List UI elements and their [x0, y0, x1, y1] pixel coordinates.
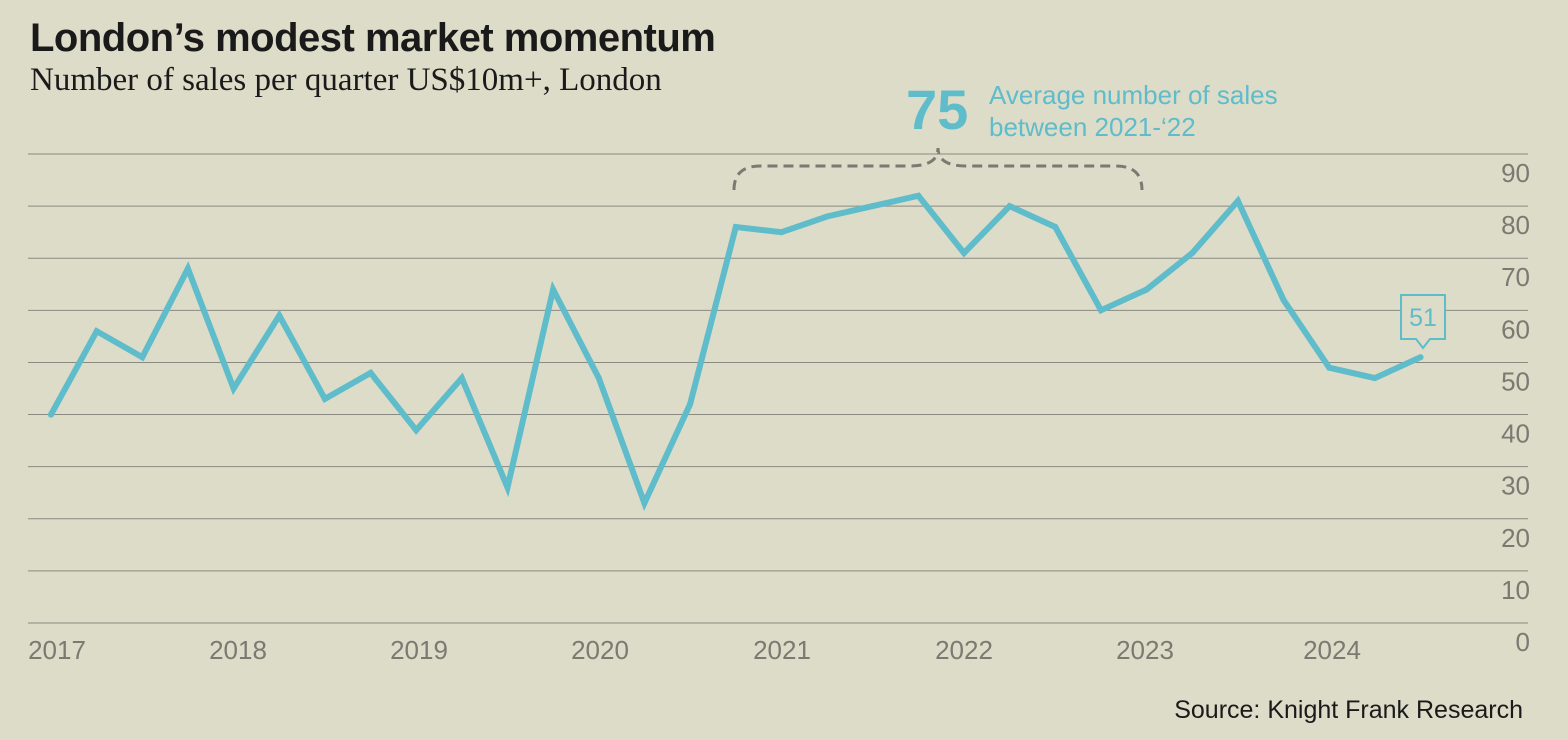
data-point: [550, 286, 557, 293]
data-point: [1280, 296, 1287, 303]
data-point: [413, 427, 420, 434]
x-axis-ticks: 2017 2018 2019 2020 2021 2022 2023 2024: [28, 635, 1361, 665]
data-point: [276, 312, 283, 319]
data-point: [367, 369, 374, 376]
average-value: 75: [906, 78, 968, 141]
x-tick-label: 2024: [1303, 635, 1361, 665]
callout-label: 51: [1409, 304, 1437, 332]
data-point: [595, 375, 602, 382]
y-tick-label: 40: [1501, 419, 1530, 449]
data-point: [139, 354, 146, 361]
gridlines: [28, 153, 1528, 624]
data-point: [732, 224, 739, 230]
data-point: [93, 328, 100, 335]
y-tick-label: 60: [1501, 314, 1530, 344]
y-tick-label: 0: [1516, 627, 1530, 657]
data-point: [48, 411, 54, 418]
y-tick-label: 70: [1501, 262, 1530, 292]
average-bracket: [732, 147, 1144, 191]
data-point: [1006, 203, 1013, 210]
series-group: [48, 192, 1424, 511]
x-tick-label: 2022: [935, 635, 993, 665]
data-point: [321, 395, 328, 402]
data-point: [869, 203, 876, 210]
x-tick-label: 2020: [571, 635, 629, 665]
data-point: [1417, 354, 1424, 361]
y-tick-label: 30: [1501, 471, 1530, 501]
bracket-path: [732, 147, 1144, 191]
x-tick-label: 2018: [209, 635, 267, 665]
x-tick-label: 2021: [753, 635, 811, 665]
y-tick-label: 50: [1501, 366, 1530, 396]
y-tick-label: 20: [1501, 523, 1530, 553]
x-tick-label: 2019: [390, 635, 448, 665]
data-point: [778, 229, 785, 236]
chart-subtitle: Number of sales per quarter US$10m+, Lon…: [30, 62, 662, 98]
source-note: Source: Knight Frank Research: [1174, 696, 1523, 724]
data-point: [1143, 286, 1150, 293]
data-point: [230, 385, 237, 392]
chart-title: London’s modest market momentum: [30, 16, 716, 60]
data-point: [1189, 250, 1196, 256]
data-point: [1098, 307, 1104, 314]
data-point: [184, 265, 191, 272]
data-point: [687, 401, 694, 408]
data-point: [824, 213, 830, 220]
y-tick-label: 10: [1501, 575, 1530, 605]
x-tick-label: 2017: [28, 635, 86, 665]
data-point: [1052, 224, 1059, 230]
data-point: [961, 250, 967, 256]
data-point: [1234, 197, 1241, 204]
data-point: [1326, 364, 1333, 371]
callout-box: [1400, 294, 1446, 350]
data-point: [915, 192, 922, 199]
series-line: [48, 192, 1424, 511]
data-point: [504, 484, 511, 491]
average-note-line1: Average number of sales: [989, 80, 1278, 110]
data-point: [641, 500, 648, 507]
data-point: [1371, 375, 1378, 382]
y-axis-ticks: 0 10 20 30 40 50 60 70 80 90: [1501, 158, 1530, 657]
latest-value-callout: 51: [1400, 294, 1446, 350]
x-tick-label: 2023: [1116, 635, 1174, 665]
y-tick-label: 90: [1501, 158, 1530, 188]
y-tick-label: 80: [1501, 210, 1530, 240]
average-note-line2: between 2021-‘22: [989, 112, 1196, 142]
data-point: [458, 375, 465, 382]
